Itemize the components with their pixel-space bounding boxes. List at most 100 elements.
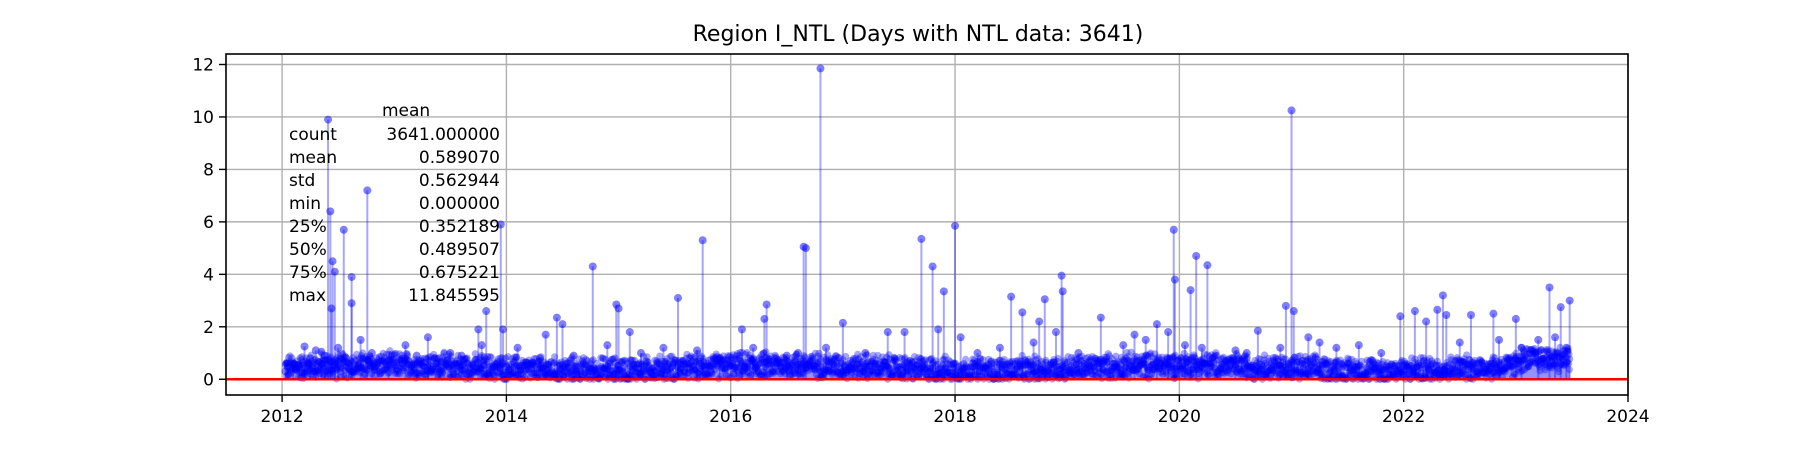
data-point [371, 358, 379, 367]
data-point [392, 367, 400, 375]
data-point [373, 359, 381, 368]
data-point [397, 356, 405, 365]
data-point [319, 370, 327, 379]
data-point [312, 366, 320, 375]
data-point [286, 352, 294, 360]
data-point [364, 356, 372, 365]
data-point [424, 355, 432, 363]
data-point [420, 363, 429, 371]
data-point [399, 354, 407, 362]
data-point [383, 350, 391, 358]
data-point [338, 355, 346, 364]
data-point [333, 365, 341, 374]
data-point [341, 352, 349, 360]
data-point [437, 366, 445, 374]
data-point [310, 368, 318, 376]
data-point [360, 365, 368, 373]
data-point [346, 365, 354, 373]
data-point [329, 365, 338, 373]
data-point [358, 352, 366, 360]
data-point [450, 362, 458, 370]
data-point [335, 357, 344, 365]
data-point [325, 357, 334, 365]
data-point [301, 371, 310, 379]
data-point [356, 368, 364, 377]
data-point [381, 366, 389, 374]
data-point [424, 362, 432, 370]
data-point [402, 364, 410, 372]
data-point [370, 363, 378, 371]
data-point [326, 355, 334, 363]
data-point [389, 366, 397, 374]
data-point [443, 356, 451, 364]
data-point [300, 368, 309, 376]
data-point [408, 368, 416, 376]
data-point [361, 357, 370, 365]
data-point [441, 356, 449, 364]
data-point [314, 357, 322, 366]
data-point [407, 362, 415, 371]
data-point [344, 363, 352, 372]
data-point [425, 353, 433, 361]
data-point [322, 367, 330, 375]
data-point [330, 361, 339, 369]
data-point [367, 360, 375, 368]
data-point [297, 356, 305, 364]
data-point [452, 360, 460, 368]
data-point [400, 356, 408, 364]
data-point [390, 360, 399, 369]
data-point [420, 370, 428, 378]
data-point [443, 356, 451, 364]
data-point [442, 360, 450, 369]
data-point [329, 369, 337, 377]
data-point [317, 360, 326, 369]
data-point [426, 357, 434, 365]
data-point [368, 363, 376, 372]
data-point [345, 359, 353, 367]
data-point [303, 365, 311, 373]
data-point [390, 363, 398, 371]
data-point [391, 362, 399, 370]
data-point [449, 369, 457, 377]
data-point [415, 361, 424, 369]
data-point [416, 358, 424, 366]
data-point [421, 354, 429, 362]
data-point [374, 355, 383, 364]
data-point [350, 364, 358, 373]
data-point [309, 364, 317, 372]
data-point [422, 367, 430, 375]
data-point [313, 368, 321, 376]
data-point [301, 369, 309, 378]
data-point [386, 347, 394, 355]
data-point [376, 370, 384, 378]
data-point [421, 358, 429, 367]
data-point [366, 362, 375, 370]
data-point [434, 371, 442, 379]
data-point [361, 370, 369, 378]
data-point [435, 368, 443, 376]
data-point [307, 362, 316, 370]
data-point [365, 361, 374, 370]
data-point [420, 367, 428, 375]
data-point [303, 360, 311, 368]
data-point [307, 370, 315, 379]
data-point [440, 348, 448, 357]
data-point [392, 358, 401, 366]
data-point [447, 356, 455, 365]
data-point [332, 356, 340, 364]
data-point [365, 358, 373, 366]
data-point [370, 360, 378, 368]
data-point [396, 364, 405, 372]
data-point [377, 352, 386, 360]
data-point [375, 353, 383, 361]
data-point [349, 368, 358, 376]
data-point [301, 364, 309, 372]
data-point [372, 362, 380, 370]
data-point [298, 369, 306, 378]
data-point [320, 371, 328, 379]
data-point [379, 358, 387, 366]
data-point [380, 365, 388, 374]
data-point [409, 360, 417, 369]
data-point [444, 355, 452, 363]
